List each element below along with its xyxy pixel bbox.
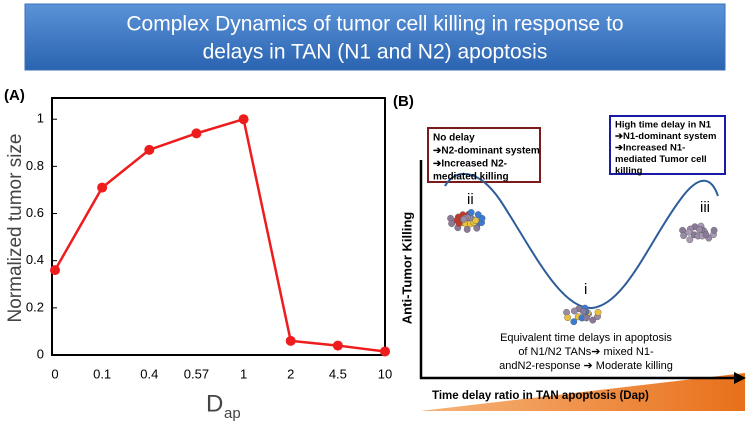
cell [685, 228, 693, 236]
title: Complex Dynamics of tumor cell killing i… [126, 13, 623, 36]
diagram: (B) Anti-Tumor Killing Time delay ratio … [393, 93, 746, 411]
cell [580, 308, 587, 316]
x-tick-label: 1 [240, 366, 247, 381]
panel-label: (A) [4, 87, 25, 104]
point-label: iii [700, 199, 710, 216]
point-label: i [584, 281, 587, 298]
x-tick-label: 0.4 [140, 366, 158, 381]
y-tick-label: 0 [37, 346, 44, 361]
x-tick-label: 0.1 [93, 366, 111, 381]
box-text: ➔Increased N1- [615, 143, 685, 154]
x-tick-label: 4.5 [329, 366, 347, 381]
box-text: killing [615, 166, 643, 177]
point [285, 335, 296, 346]
cell [582, 314, 590, 322]
box-text: High time delay in N1 [615, 120, 712, 131]
y-tick-label: 0.4 [26, 252, 44, 267]
point [191, 128, 202, 139]
y-tick-label: 1 [37, 111, 44, 126]
gradient-wedge [420, 373, 745, 411]
title-banner [24, 3, 726, 71]
box-text: ➔N2-dominant system [433, 146, 540, 157]
cell [564, 314, 572, 321]
x-tick-label: 10 [378, 366, 392, 381]
title: delays in TAN (N1 and N2) apoptosis [203, 41, 548, 64]
point [238, 114, 249, 125]
x-tick-label: 0 [51, 366, 58, 381]
cell [463, 226, 471, 233]
point-label: ii [467, 191, 474, 208]
cell [710, 226, 718, 234]
point [332, 340, 343, 351]
curve [444, 172, 719, 310]
x-axis-label-sub: ap [224, 405, 241, 422]
cell [473, 224, 481, 232]
cell [680, 232, 688, 239]
y-tick-label: 0.8 [26, 158, 44, 173]
y-axis-label: Normalized tumor size [5, 134, 26, 323]
point [144, 144, 155, 155]
box-text: mediated Tumor cell [615, 154, 707, 165]
cell [570, 307, 578, 315]
caption: of N1/N2 TANs➔ mixed N1- [518, 346, 654, 358]
x-tick-label: 2 [287, 366, 294, 381]
cell [696, 226, 703, 234]
box-text: ➔N1-dominant system [615, 131, 716, 142]
point [380, 346, 390, 357]
cell [467, 209, 475, 216]
cell [472, 217, 480, 224]
cell [686, 236, 694, 244]
cell [455, 219, 463, 227]
plot-frame [51, 97, 386, 356]
point [50, 265, 60, 276]
cell [702, 231, 710, 239]
panel-label: (B) [393, 93, 414, 110]
cell [594, 308, 602, 316]
cell [570, 318, 578, 326]
y-tick-label: 0.6 [26, 205, 44, 220]
box-text: No delay [433, 133, 475, 144]
box-right [609, 115, 726, 175]
x-axis-label: D [206, 390, 223, 417]
cell [460, 215, 468, 223]
arrowhead [734, 372, 746, 384]
point [97, 182, 108, 193]
caption: andN2-response ➔ Moderate killing [499, 360, 673, 372]
series-line [53, 117, 386, 353]
cell [448, 220, 456, 227]
cell [589, 316, 597, 324]
cell [474, 211, 482, 218]
box-text: mediated killing [433, 172, 509, 183]
y-tick-label: 0.2 [26, 299, 44, 314]
x-tick-label: 0.57 [184, 366, 209, 381]
box-text: ➔Increased N2- [433, 159, 507, 170]
x-axis-label: Time delay ratio in TAN apoptosis (Dap) [432, 390, 649, 402]
caption: Equivalent time delays in apoptosis [500, 332, 672, 344]
y-axis-label: Anti-Tumor Killing [399, 212, 414, 324]
